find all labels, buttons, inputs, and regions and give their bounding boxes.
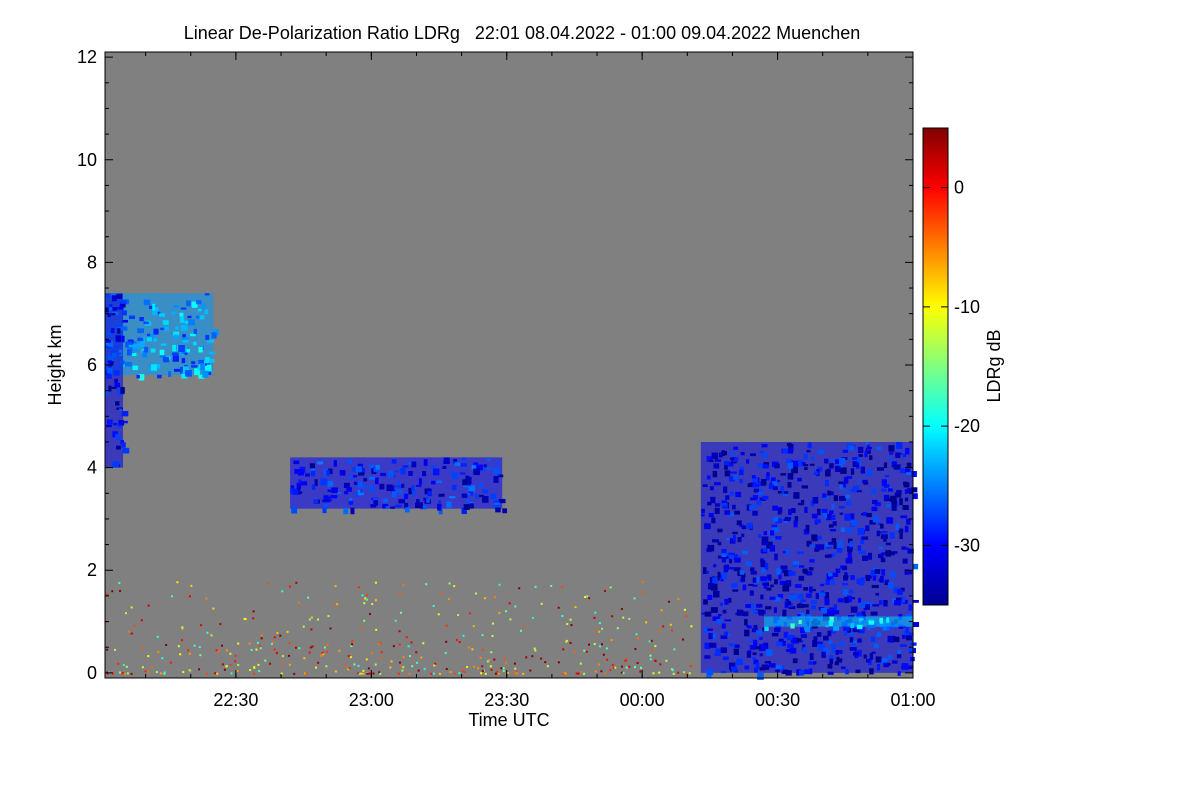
colorbar-tick-label: 0: [954, 178, 964, 198]
colorbar: [922, 127, 949, 606]
y-tick-label: 6: [87, 355, 97, 375]
x-tick-label: 00:30: [755, 690, 800, 710]
x-tick-label: 01:00: [890, 690, 935, 710]
feature-region: [700, 441, 920, 680]
x-tick-label: 22:30: [213, 690, 258, 710]
y-tick-label: 8: [87, 252, 97, 272]
feature-region: [290, 457, 508, 515]
feature-region: [105, 580, 693, 675]
colorbar-tick-label: -10: [954, 297, 980, 317]
x-axis: 22:30 23:00 23:30 00:00 00:30 01:00: [145, 52, 936, 710]
y-tick-label: 12: [77, 47, 97, 67]
y-axis-label: Height km: [45, 324, 65, 405]
colorbar-tick-label: -20: [954, 416, 980, 436]
data-layer: [105, 293, 920, 680]
x-tick-label: 00:00: [620, 690, 665, 710]
colorbar-label: LDRg dB: [984, 329, 1004, 402]
feature-region: [105, 293, 130, 468]
x-axis-label: Time UTC: [468, 710, 549, 730]
y-tick-label: 4: [87, 458, 97, 478]
feature-region: [764, 616, 913, 633]
y-tick-label: 2: [87, 560, 97, 580]
y-axis: 0 2 4 6 8 10 12: [77, 47, 913, 683]
colorbar-ticks: 0 -10 -20 -30: [923, 178, 980, 555]
x-tick-label: 23:30: [484, 690, 529, 710]
y-tick-label: 10: [77, 150, 97, 170]
chart-title: Linear De-Polarization Ratio LDRg 22:01 …: [184, 23, 860, 43]
colorbar-tick-label: -30: [954, 535, 980, 555]
y-tick-label: 0: [87, 663, 97, 683]
x-tick-label: 23:00: [349, 690, 394, 710]
